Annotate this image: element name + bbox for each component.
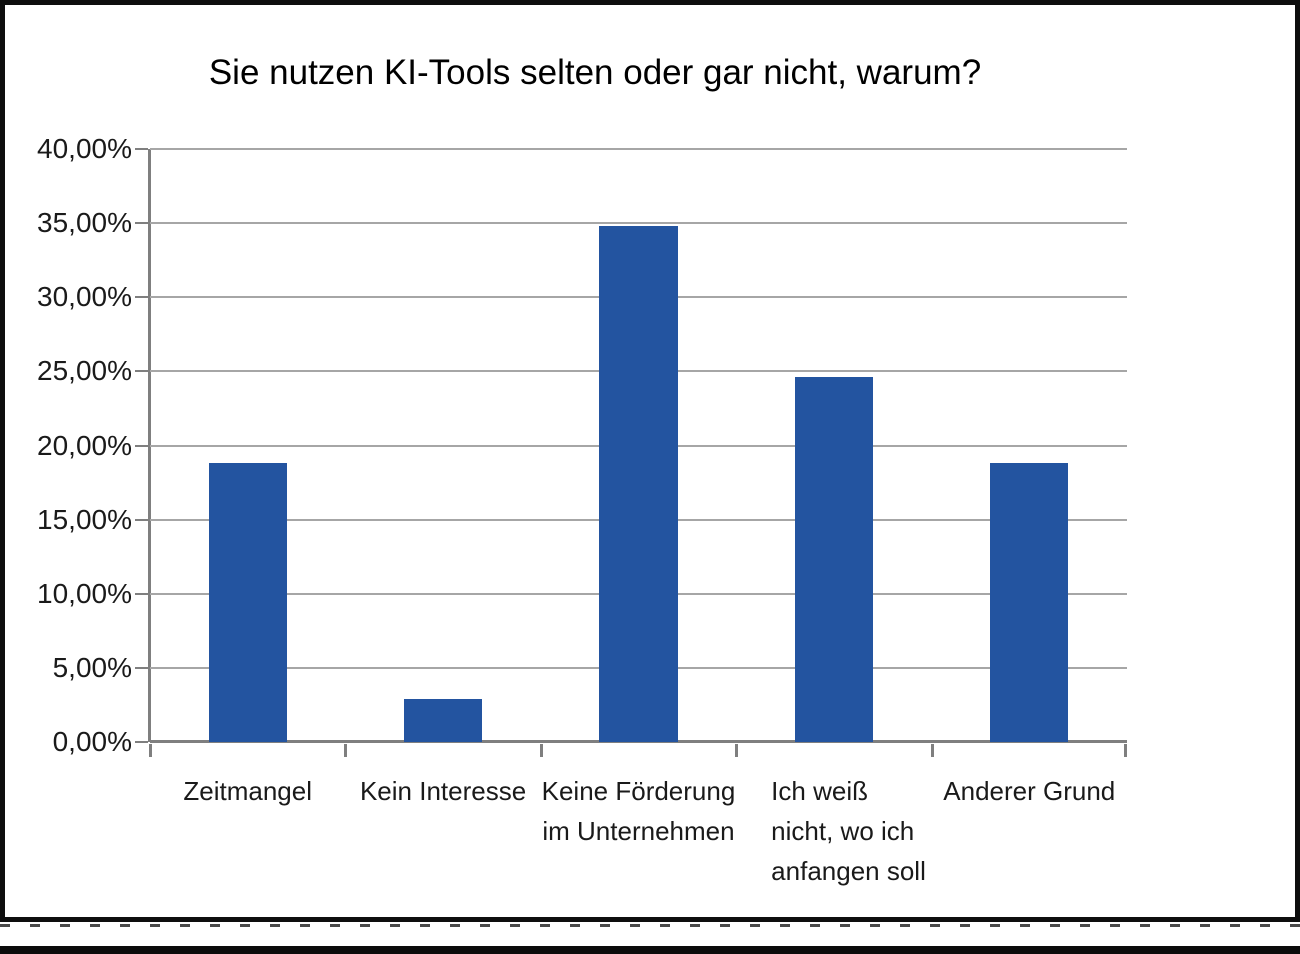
bar-anderer-grund (990, 462, 1069, 742)
y-axis-tick (135, 444, 148, 447)
y-axis-label-15: 15,00% (37, 503, 132, 535)
x-axis-tick (539, 744, 543, 757)
y-axis-label-40: 40,00% (37, 133, 132, 164)
x-axis-label-ich-wei-nicht-wo-ich-anfangen-soll: Ich weiß nicht, wo ich anfangen soll (771, 776, 926, 886)
y-axis-label-5: 5,00% (52, 651, 132, 683)
gridline-35 (150, 222, 1127, 225)
x-axis-label-kein-interesse: Kein Interesse (359, 776, 527, 806)
y-axis-label-30: 30,00% (37, 281, 132, 313)
y-axis-label-0: 0,00% (52, 726, 132, 757)
x-axis-tick (344, 744, 348, 757)
y-axis-tick (135, 592, 148, 595)
y-axis-tick (135, 518, 148, 521)
y-axis-tick (135, 666, 148, 669)
y-axis-tick (135, 741, 148, 743)
x-axis-tick (1124, 744, 1127, 757)
bar-zeitmangel (208, 462, 287, 742)
chart-area: Sie nutzen KI-Tools selten oder gar nich… (5, 5, 1295, 917)
plot-area (135, 148, 1127, 757)
bar-kein-interesse (404, 699, 483, 742)
chart-title: Sie nutzen KI-Tools selten oder gar nich… (208, 53, 982, 92)
y-axis-labels: 0,00% 5,00% 10,00% 15,00% 20,00% 25,00% 30,00%… (5, 5, 132, 917)
y-axis-label-35: 35,00% (37, 207, 132, 239)
y-axis-tick (135, 370, 148, 373)
y-axis-line (148, 149, 151, 742)
bar-keine-f-rderung-im-unternehmen (599, 226, 678, 742)
y-axis-tick (135, 222, 148, 225)
gridline-40 (150, 148, 1127, 150)
y-axis-label-10: 10,00% (37, 577, 132, 609)
y-axis-label-25: 25,00% (37, 355, 132, 387)
y-axis-label-20: 20,00% (37, 429, 132, 461)
chart-container: Sie nutzen KI-Tools selten oder gar nich… (0, 0, 1300, 922)
x-axis-tick (149, 744, 152, 757)
x-axis-labels: Zeitmangel Kein Interesse Keine Förderung … (150, 771, 1127, 891)
y-axis-tick (135, 148, 148, 150)
x-axis-label-zeitmangel: Zeitmangel (183, 776, 312, 806)
x-axis-label-keine-f-rderung-im-unternehmen: Keine Förderung im Unternehmen (541, 776, 736, 846)
x-axis-label-anderer-grund: Anderer Grund (943, 776, 1116, 806)
page-separator-dotted-line (0, 924, 1300, 927)
x-axis-tick (735, 744, 739, 757)
bar-ich-wei-nicht-wo-ich-anfangen-soll (794, 376, 873, 742)
y-axis-tick (135, 296, 148, 299)
x-axis-tick (930, 744, 934, 757)
page-edge-bar (0, 946, 1300, 954)
